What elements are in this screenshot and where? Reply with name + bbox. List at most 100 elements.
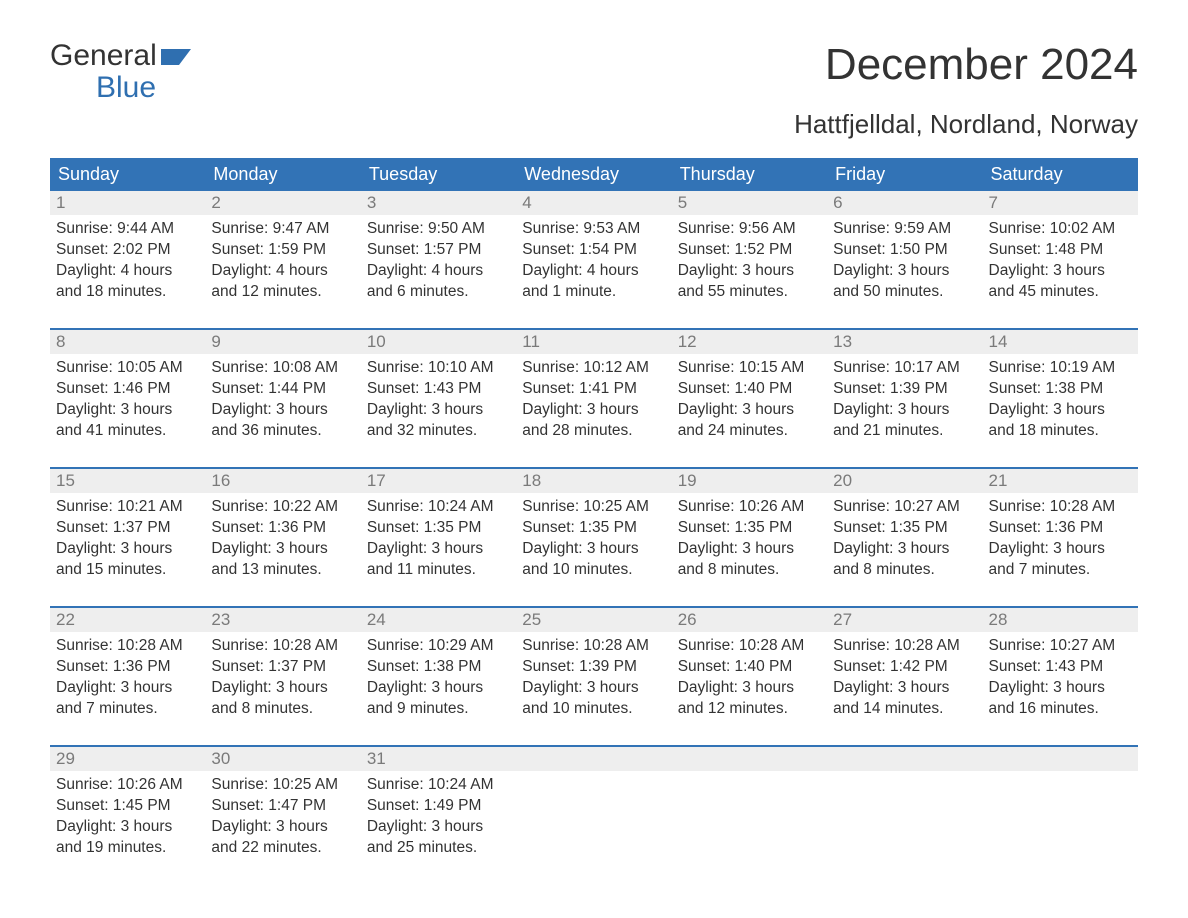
- sunset-line: Sunset: 1:44 PM: [211, 379, 354, 400]
- daylight-line-2: and 32 minutes.: [367, 421, 510, 442]
- sunset-line: Sunset: 1:57 PM: [367, 240, 510, 261]
- sunset-line: Sunset: 1:38 PM: [989, 379, 1132, 400]
- daylight-line-1: Daylight: 3 hours: [678, 539, 821, 560]
- sunrise-line: Sunrise: 9:50 AM: [367, 219, 510, 240]
- empty-day-number: [983, 746, 1138, 771]
- day-cell: Sunrise: 10:28 AMSunset: 1:39 PMDaylight…: [516, 632, 671, 728]
- empty-day-number: [516, 746, 671, 771]
- sunset-line: Sunset: 1:45 PM: [56, 796, 199, 817]
- daylight-line-2: and 7 minutes.: [56, 699, 199, 720]
- daylight-line-1: Daylight: 3 hours: [678, 261, 821, 282]
- daylight-line-2: and 12 minutes.: [678, 699, 821, 720]
- daylight-line-2: and 11 minutes.: [367, 560, 510, 581]
- day-cell: Sunrise: 10:28 AMSunset: 1:36 PMDaylight…: [983, 493, 1138, 589]
- daylight-line-1: Daylight: 3 hours: [56, 400, 199, 421]
- daylight-line-1: Daylight: 3 hours: [522, 539, 665, 560]
- daylight-line-2: and 25 minutes.: [367, 838, 510, 859]
- daylight-line-2: and 16 minutes.: [989, 699, 1132, 720]
- day-number: 8: [50, 329, 205, 354]
- sunset-line: Sunset: 1:39 PM: [522, 657, 665, 678]
- daylight-line-2: and 10 minutes.: [522, 560, 665, 581]
- daylight-line-2: and 22 minutes.: [211, 838, 354, 859]
- sunrise-line: Sunrise: 10:02 AM: [989, 219, 1132, 240]
- day-header: Tuesday: [361, 158, 516, 191]
- empty-day-number: [827, 746, 982, 771]
- day-cell: Sunrise: 10:28 AMSunset: 1:40 PMDaylight…: [672, 632, 827, 728]
- daylight-line-2: and 55 minutes.: [678, 282, 821, 303]
- day-cell: Sunrise: 10:22 AMSunset: 1:36 PMDaylight…: [205, 493, 360, 589]
- daylight-line-1: Daylight: 3 hours: [678, 400, 821, 421]
- daylight-line-1: Daylight: 3 hours: [989, 678, 1132, 699]
- sunrise-line: Sunrise: 10:28 AM: [522, 636, 665, 657]
- day-cell: Sunrise: 10:28 AMSunset: 1:36 PMDaylight…: [50, 632, 205, 728]
- sunrise-line: Sunrise: 9:47 AM: [211, 219, 354, 240]
- daylight-line-2: and 15 minutes.: [56, 560, 199, 581]
- logo-word-2: Blue: [50, 72, 191, 104]
- daylight-line-2: and 7 minutes.: [989, 560, 1132, 581]
- day-cell: Sunrise: 10:12 AMSunset: 1:41 PMDaylight…: [516, 354, 671, 450]
- daylight-line-2: and 36 minutes.: [211, 421, 354, 442]
- logo: General Blue: [50, 40, 191, 103]
- day-cell: Sunrise: 10:27 AMSunset: 1:43 PMDaylight…: [983, 632, 1138, 728]
- daylight-line-2: and 45 minutes.: [989, 282, 1132, 303]
- daylight-line-1: Daylight: 3 hours: [56, 678, 199, 699]
- day-cell: Sunrise: 10:24 AMSunset: 1:35 PMDaylight…: [361, 493, 516, 589]
- day-number: 1: [50, 191, 205, 215]
- sunrise-line: Sunrise: 9:53 AM: [522, 219, 665, 240]
- sunrise-line: Sunrise: 10:08 AM: [211, 358, 354, 379]
- day-number: 16: [205, 468, 360, 493]
- day-number: 15: [50, 468, 205, 493]
- day-cell: Sunrise: 9:53 AMSunset: 1:54 PMDaylight:…: [516, 215, 671, 311]
- daylight-line-2: and 14 minutes.: [833, 699, 976, 720]
- day-number-row: 891011121314: [50, 329, 1138, 354]
- day-header: Sunday: [50, 158, 205, 191]
- day-number: 7: [983, 191, 1138, 215]
- sunset-line: Sunset: 1:38 PM: [367, 657, 510, 678]
- day-header: Saturday: [983, 158, 1138, 191]
- day-number: 28: [983, 607, 1138, 632]
- sunset-line: Sunset: 1:54 PM: [522, 240, 665, 261]
- day-cell: Sunrise: 10:28 AMSunset: 1:37 PMDaylight…: [205, 632, 360, 728]
- daylight-line-1: Daylight: 3 hours: [367, 539, 510, 560]
- sunrise-line: Sunrise: 10:17 AM: [833, 358, 976, 379]
- sunrise-line: Sunrise: 10:28 AM: [211, 636, 354, 657]
- sunset-line: Sunset: 2:02 PM: [56, 240, 199, 261]
- day-cell: Sunrise: 10:08 AMSunset: 1:44 PMDaylight…: [205, 354, 360, 450]
- day-cell: Sunrise: 10:26 AMSunset: 1:35 PMDaylight…: [672, 493, 827, 589]
- sunrise-line: Sunrise: 10:29 AM: [367, 636, 510, 657]
- sunset-line: Sunset: 1:37 PM: [56, 518, 199, 539]
- day-cell: Sunrise: 9:44 AMSunset: 2:02 PMDaylight:…: [50, 215, 205, 311]
- calendar-table: Sunday Monday Tuesday Wednesday Thursday…: [50, 158, 1138, 867]
- sunrise-line: Sunrise: 10:10 AM: [367, 358, 510, 379]
- week-separator: [50, 311, 1138, 329]
- daylight-line-1: Daylight: 4 hours: [367, 261, 510, 282]
- daylight-line-2: and 8 minutes.: [211, 699, 354, 720]
- day-cell: Sunrise: 10:29 AMSunset: 1:38 PMDaylight…: [361, 632, 516, 728]
- day-number: 25: [516, 607, 671, 632]
- sunrise-line: Sunrise: 9:44 AM: [56, 219, 199, 240]
- daylight-line-2: and 24 minutes.: [678, 421, 821, 442]
- week-separator: [50, 589, 1138, 607]
- day-cell: Sunrise: 10:19 AMSunset: 1:38 PMDaylight…: [983, 354, 1138, 450]
- day-number: 21: [983, 468, 1138, 493]
- daylight-line-1: Daylight: 3 hours: [833, 261, 976, 282]
- sunrise-line: Sunrise: 10:24 AM: [367, 497, 510, 518]
- daylight-line-2: and 1 minute.: [522, 282, 665, 303]
- sunset-line: Sunset: 1:42 PM: [833, 657, 976, 678]
- daylight-line-2: and 18 minutes.: [56, 282, 199, 303]
- sunset-line: Sunset: 1:35 PM: [833, 518, 976, 539]
- sunset-line: Sunset: 1:46 PM: [56, 379, 199, 400]
- sunset-line: Sunset: 1:35 PM: [522, 518, 665, 539]
- day-header: Friday: [827, 158, 982, 191]
- flag-icon: [161, 40, 191, 72]
- day-cell: Sunrise: 10:26 AMSunset: 1:45 PMDaylight…: [50, 771, 205, 867]
- day-number: 27: [827, 607, 982, 632]
- daylight-line-1: Daylight: 3 hours: [522, 678, 665, 699]
- sunrise-line: Sunrise: 9:59 AM: [833, 219, 976, 240]
- daylight-line-1: Daylight: 3 hours: [367, 678, 510, 699]
- day-number: 29: [50, 746, 205, 771]
- daylight-line-1: Daylight: 3 hours: [678, 678, 821, 699]
- daylight-line-2: and 28 minutes.: [522, 421, 665, 442]
- sunrise-line: Sunrise: 10:24 AM: [367, 775, 510, 796]
- daylight-line-1: Daylight: 3 hours: [833, 678, 976, 699]
